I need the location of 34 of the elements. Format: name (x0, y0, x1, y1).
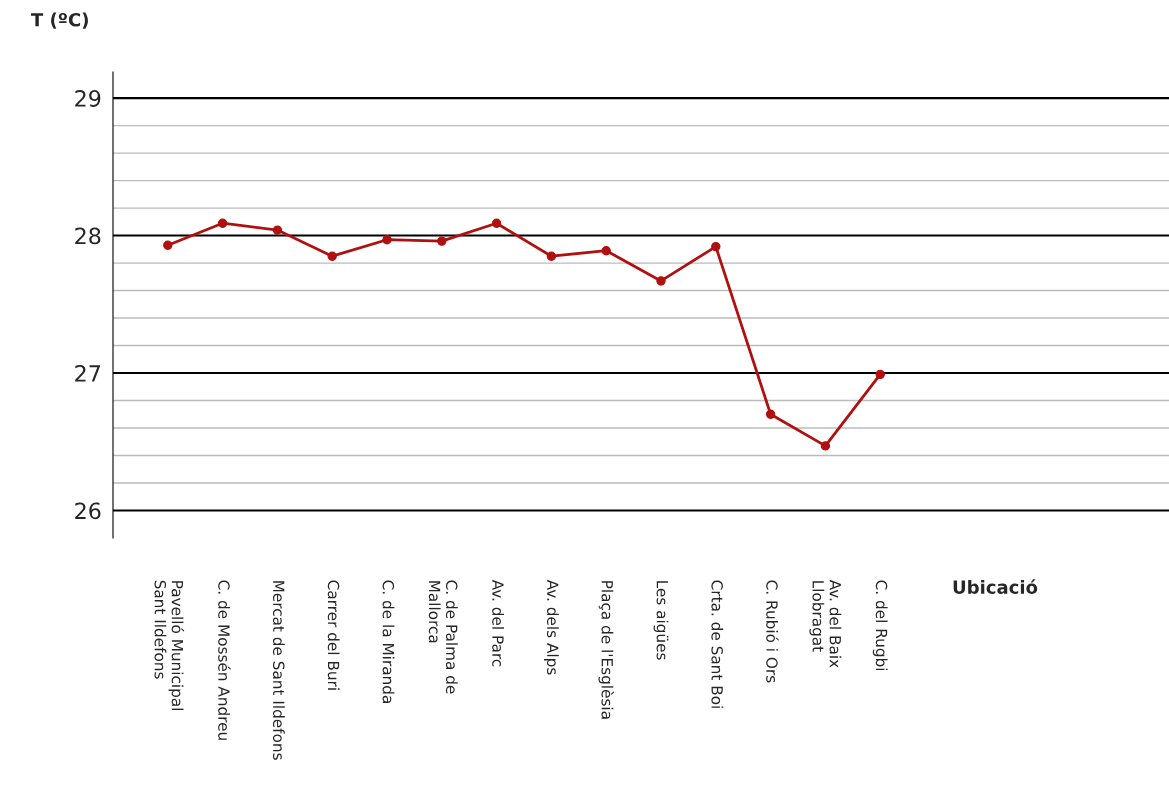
point (163, 240, 173, 250)
point (217, 218, 228, 228)
y-tick-label: 26 (75, 502, 101, 520)
point (875, 369, 885, 380)
x-tick-label: Crta. de Sant Boi (711, 580, 724, 708)
y-tick-label: 28 (75, 227, 101, 245)
x-tick-label: Les aigües (653, 581, 669, 660)
point (656, 276, 666, 286)
x-tick-label: Av. dels Alps (544, 579, 559, 675)
x-tick-label: C. de Palma de Mallorca (428, 580, 458, 694)
x-tick-label: Av. del Parc (492, 579, 504, 667)
point (765, 409, 776, 419)
point (711, 241, 721, 252)
point (437, 236, 447, 246)
point (491, 218, 502, 228)
point (601, 246, 611, 256)
point (272, 225, 283, 235)
y-axis-title: T (ºC) (31, 12, 88, 29)
x-tick-label: Mercat de Sant Ildefons (272, 581, 285, 760)
y-tick-label: 29 (75, 90, 101, 107)
x-tick-label: Carrer del Buri (327, 580, 340, 690)
x-tick-label: Av. del Baix Llobragat (809, 579, 842, 668)
point (382, 235, 392, 245)
x-tick-label: Pavelló Municipal Sant Ildefons (154, 580, 185, 710)
point (327, 251, 337, 261)
point (820, 441, 831, 451)
y-tick-label: 27 (75, 364, 100, 382)
x-tick-label: C. del Rugbi (872, 580, 888, 671)
x-axis-title: Ubicació (953, 579, 1038, 594)
x-tick-label: C. Rubió i Ors (766, 580, 779, 683)
x-tick-label: Plaça de l'Esglèsia (598, 581, 614, 719)
point (546, 251, 557, 261)
x-tick-label: C. de la Miranda (382, 580, 395, 703)
x-tick-label: C. de Mossén Andreu (218, 580, 231, 740)
